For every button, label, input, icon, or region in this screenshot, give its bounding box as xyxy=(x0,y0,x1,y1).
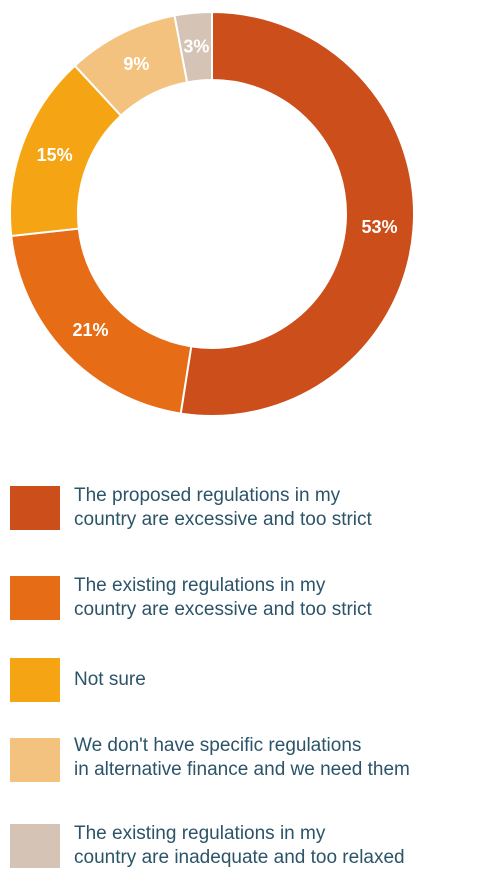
legend-swatch xyxy=(10,576,60,620)
donut-chart: 53% 21% 15% 9% 3% xyxy=(9,10,415,417)
legend-item-need-regulations: We don't have specific regulations in al… xyxy=(10,734,504,794)
legend-label: Not sure xyxy=(74,669,146,690)
legend-swatch xyxy=(10,738,60,782)
donut-slice xyxy=(173,10,213,84)
legend-label: The existing regulations in my country a… xyxy=(74,575,372,620)
donut-slice xyxy=(179,10,415,417)
slice-percentage-label: 53% xyxy=(361,217,397,237)
slice-percentage-label: 15% xyxy=(37,145,73,165)
slice-percentage-label: 3% xyxy=(183,37,209,57)
legend-swatch xyxy=(10,486,60,530)
legend-item-not-sure: Not sure xyxy=(10,652,504,712)
legend-item-existing-excessive: The existing regulations in my country a… xyxy=(10,568,504,628)
legend-swatch xyxy=(10,658,60,702)
slice-percentage-label: 21% xyxy=(72,320,108,340)
legend-label: We don't have specific regulations in al… xyxy=(74,735,410,780)
legend-swatch xyxy=(10,824,60,868)
legend-label: The proposed regulations in my country a… xyxy=(74,485,372,530)
legend-label: The existing regulations in my country a… xyxy=(74,823,405,868)
legend-item-proposed-excessive: The proposed regulations in my country a… xyxy=(10,478,504,538)
legend-item-inadequate-relaxed: The existing regulations in my country a… xyxy=(10,816,504,876)
slice-percentage-label: 9% xyxy=(123,54,149,74)
